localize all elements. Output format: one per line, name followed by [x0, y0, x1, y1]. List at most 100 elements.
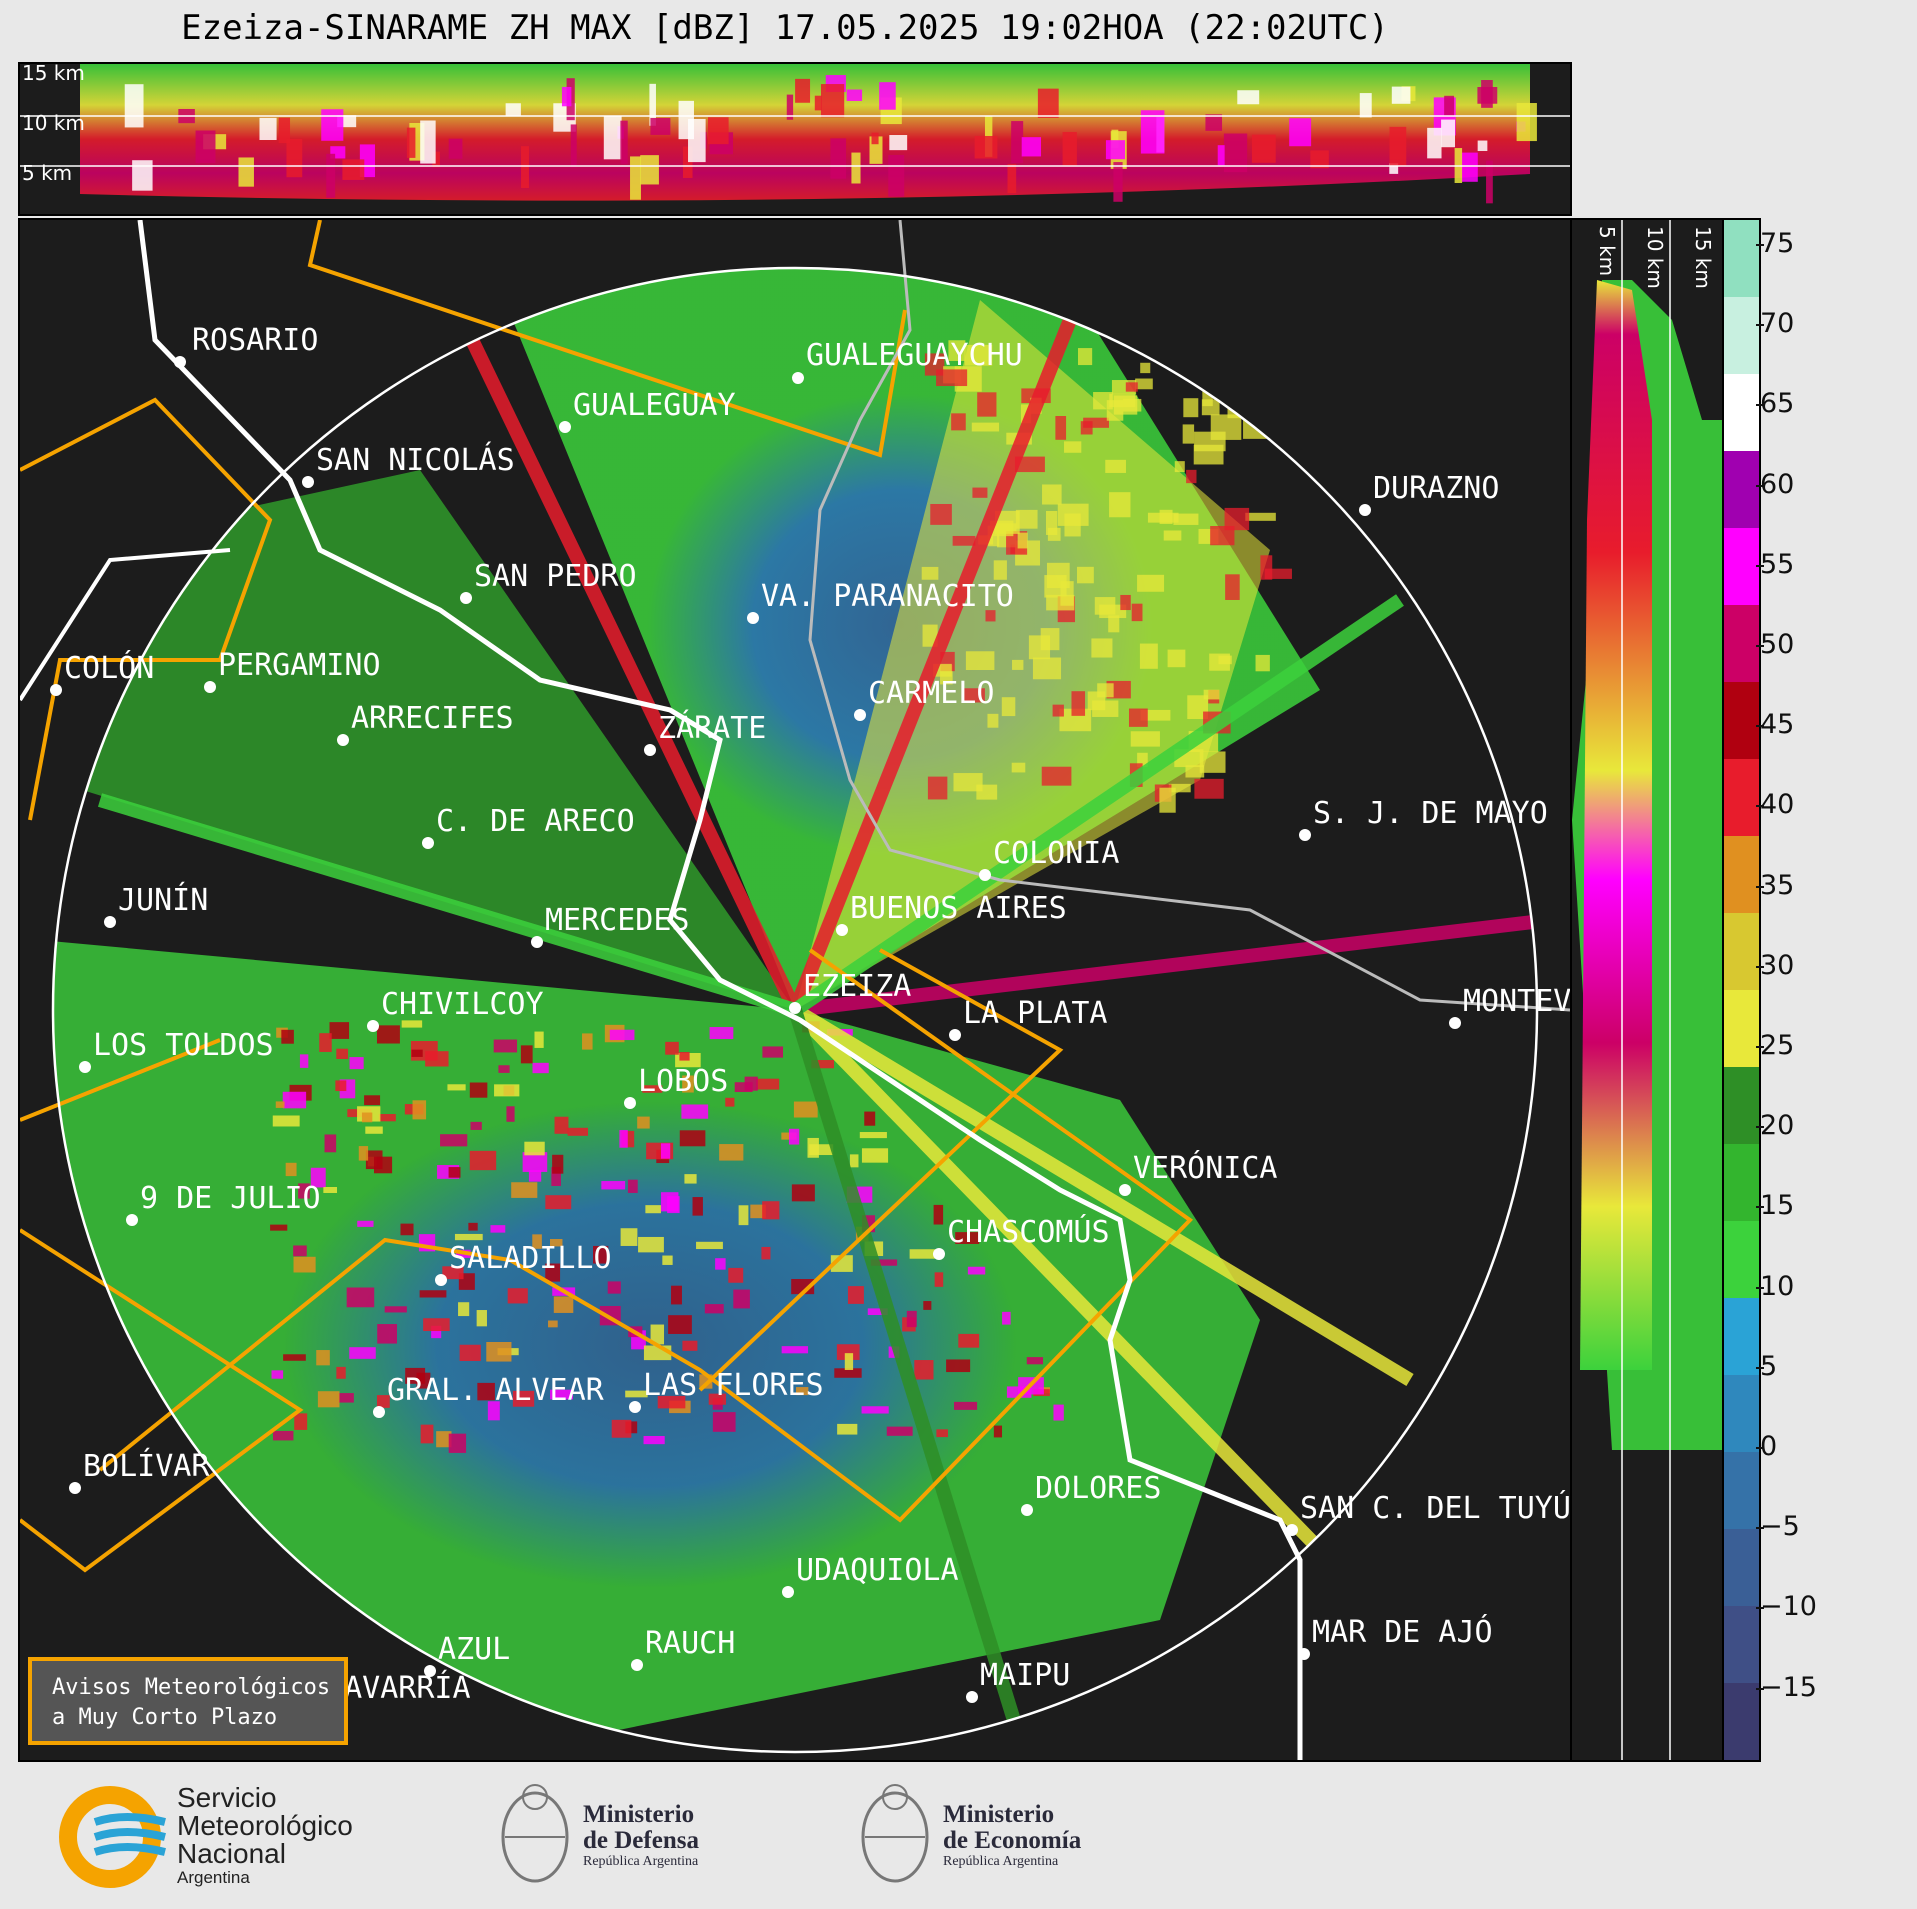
storm-cell — [534, 1031, 544, 1048]
city-marker — [747, 612, 759, 624]
echo-cell — [1444, 95, 1455, 116]
economia-line1: Ministerio — [943, 1801, 1055, 1828]
echo-cell — [682, 146, 693, 178]
city-marker — [50, 684, 62, 696]
storm-cell — [643, 1436, 665, 1445]
storm-cell — [1267, 353, 1296, 372]
storm-cell — [955, 1232, 980, 1244]
city-marker — [373, 1406, 385, 1418]
city-label: DOLORES — [1035, 1471, 1161, 1506]
storm-cell — [993, 560, 1007, 580]
storm-cell — [921, 566, 939, 580]
storm-cell — [1173, 513, 1199, 525]
radar-map: ROSARIO GUALEGUAYCHU GUALEGUAY SAN NICOLÁS D… — [20, 220, 1570, 1760]
city-label: ZÁRATE — [658, 710, 766, 746]
smn-line4: Argentina — [177, 1868, 250, 1887]
city-label: SAN NICOLÁS — [316, 442, 515, 478]
storm-cell — [338, 1393, 354, 1403]
storm-cell — [1094, 597, 1116, 615]
warning-legend: Avisos Meteorológicos a Muy Corto Plazo — [28, 1657, 348, 1745]
storm-cell — [1137, 574, 1165, 592]
storm-cell — [1055, 415, 1067, 440]
city-marker — [424, 1665, 436, 1677]
echo-cell — [1389, 163, 1399, 174]
city-marker — [949, 1029, 961, 1041]
storm-cell — [715, 1258, 726, 1270]
echo-cell — [879, 82, 896, 110]
storm-cell — [469, 1082, 488, 1098]
city-label: MONTEV — [1463, 984, 1570, 1019]
economia-line3: República Argentina — [943, 1854, 1059, 1869]
storm-cell — [864, 1111, 876, 1126]
storm-cell — [1167, 649, 1186, 668]
storm-cell — [490, 1225, 506, 1233]
storm-cell — [906, 1310, 917, 1328]
storm-cell — [1002, 1311, 1011, 1325]
colorbar-tick-label: 10 — [1755, 1270, 1795, 1302]
storm-cell — [316, 1350, 330, 1366]
storm-cell — [796, 1387, 809, 1396]
storm-cell — [448, 1433, 467, 1453]
echo-cell — [650, 117, 671, 135]
echo-cell — [448, 138, 463, 159]
storm-cell — [870, 1259, 898, 1266]
city-label: GUALEGUAY — [573, 388, 736, 423]
city-markers: ROSARIO GUALEGUAYCHU GUALEGUAY SAN NICOLÁS D… — [50, 323, 1570, 1716]
city-label: EZEIZA — [803, 969, 911, 1004]
storm-cell — [859, 1132, 887, 1139]
storm-cell — [1125, 382, 1138, 392]
storm-cell — [886, 1426, 913, 1436]
echo-cell — [1477, 140, 1488, 152]
storm-cell — [442, 1266, 464, 1280]
echo-cell — [1391, 86, 1411, 104]
echo-cell — [846, 89, 863, 101]
storm-cell — [708, 1393, 727, 1405]
storm-cell — [756, 1078, 780, 1090]
echo-cell — [278, 117, 291, 144]
storm-cell — [1265, 344, 1282, 365]
storm-cell — [922, 624, 938, 647]
storm-cell — [1108, 615, 1120, 633]
storm-cell — [364, 1095, 381, 1106]
echo-cell — [1477, 87, 1498, 104]
storm-cell — [725, 1097, 735, 1107]
colorbar-tick-label: 55 — [1755, 548, 1795, 580]
echo-cell — [420, 120, 436, 164]
colorbar-tick-label: 45 — [1755, 709, 1795, 741]
storm-cell — [704, 1304, 724, 1314]
storm-cell — [750, 1204, 766, 1219]
city-marker — [979, 869, 991, 881]
storm-cell — [1139, 643, 1158, 669]
storm-cell — [1011, 762, 1026, 773]
storm-cell — [511, 1182, 538, 1198]
echo-cell — [132, 160, 153, 191]
city-marker — [1021, 1504, 1033, 1516]
storm-cell — [1245, 512, 1276, 521]
storm-cell — [545, 1195, 572, 1210]
storm-cell — [319, 1033, 332, 1052]
storm-cell — [696, 1241, 723, 1250]
echo-cell — [124, 84, 144, 128]
storm-cell — [1137, 752, 1148, 767]
storm-cell — [962, 688, 985, 703]
city-label: GUALEGUAYCHU — [806, 338, 1023, 373]
city-label: COLONIA — [993, 836, 1119, 871]
echo-cell — [342, 159, 365, 180]
storm-cell — [272, 1115, 300, 1127]
echo-cell — [1389, 126, 1407, 167]
storm-cell — [272, 1430, 294, 1441]
storm-cell — [733, 1289, 750, 1309]
storm-cell — [400, 1223, 414, 1236]
city-marker — [422, 837, 434, 849]
storm-cell — [458, 1302, 470, 1317]
echo-cell — [1062, 132, 1077, 166]
storm-cell — [553, 1296, 574, 1313]
storm-cell — [522, 1152, 548, 1172]
city-label: S. J. DE MAYO — [1313, 796, 1548, 831]
smn-line2: Meteorológico — [177, 1810, 353, 1841]
storm-cell — [650, 1324, 665, 1345]
storm-cell — [734, 1082, 753, 1093]
colorbar-tick-label: 50 — [1755, 629, 1795, 660]
echo-cell — [1111, 129, 1119, 148]
storm-cell — [1260, 555, 1273, 580]
